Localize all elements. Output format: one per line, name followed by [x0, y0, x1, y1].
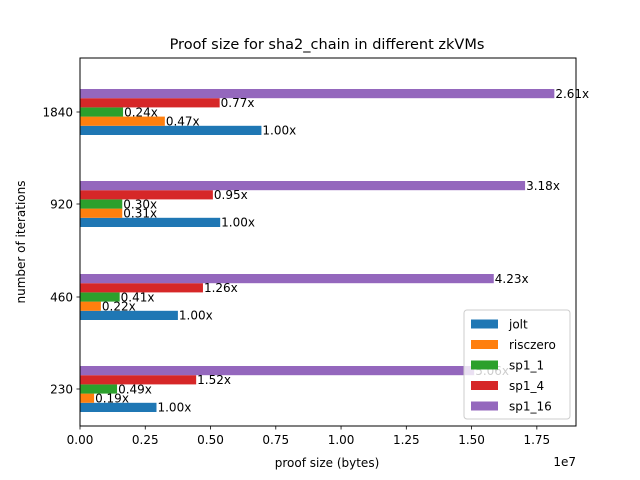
bar-sp1_4-460: [80, 283, 203, 293]
y-tick-label: 920: [50, 197, 73, 211]
legend-swatch-jolt: [471, 319, 498, 329]
y-axis-ticks: 230 460 920 1840: [42, 105, 80, 396]
x-tick-label: 0.00: [67, 433, 94, 447]
bar-sp1_16-1840: [80, 89, 555, 99]
x-tick-label: 1.75: [523, 433, 550, 447]
chart-title: Proof size for sha2_chain in different z…: [170, 37, 485, 53]
legend-swatch-sp1_16: [471, 401, 498, 411]
bar-label-risczero-920: 0.31x: [123, 207, 157, 221]
bar-risczero-920: [80, 208, 123, 218]
bar-sp1_1-1840: [80, 107, 124, 117]
bar-label-sp1_4-460: 1.26x: [204, 281, 238, 295]
legend-label-sp1_1: sp1_1: [509, 358, 544, 372]
bar-label-jolt-920: 1.00x: [221, 216, 255, 230]
bar-label-risczero-230: 0.19x: [95, 392, 129, 406]
plot-frame: [79, 57, 577, 427]
x-tick-label: 1.00: [328, 433, 355, 447]
bar-label-sp1_16-460: 4.23x: [495, 272, 529, 286]
legend-swatch-sp1_4: [471, 381, 498, 390]
bar-jolt-1840: [80, 125, 262, 135]
bar-label-jolt-460: 1.00x: [179, 309, 213, 323]
bar-label-jolt-230: 1.00x: [157, 401, 191, 415]
bar-label-sp1_1-460: 0.41x: [121, 290, 155, 304]
bar-risczero-460: [80, 301, 101, 311]
x-axis-label: proof size (bytes): [275, 456, 380, 470]
x-axis-offset-label: 1e7: [553, 455, 576, 469]
bar-label-sp1_1-230: 0.49x: [118, 382, 152, 396]
legend-label-sp1_4: sp1_4: [509, 379, 544, 393]
bars-group: [80, 89, 555, 412]
y-tick-label: 230: [50, 382, 73, 396]
x-tick-label: 0.75: [262, 433, 289, 447]
x-tick-label: 1.25: [393, 433, 420, 447]
bar-sp1_16-230: [80, 366, 475, 376]
y-axis-label: number of iterations: [14, 181, 28, 304]
bar-jolt-920: [80, 217, 221, 227]
bar-label-sp1_16-1840: 2.61x: [555, 87, 589, 101]
bar-sp1_4-230: [80, 375, 197, 385]
bar-sp1_16-920: [80, 181, 526, 191]
bar-label-sp1_4-1840: 0.77x: [221, 96, 255, 110]
x-tick-label: 1.50: [458, 433, 485, 447]
legend-label-risczero: risczero: [509, 338, 556, 352]
bar-sp1_4-1840: [80, 98, 220, 108]
bar-sp1_16-460: [80, 274, 494, 284]
bar-sp1_1-920: [80, 199, 123, 209]
x-tick-label: 0.25: [132, 433, 159, 447]
bar-sp1_1-230: [80, 384, 118, 394]
bar-label-sp1_1-1840: 0.24x: [124, 105, 158, 119]
bar-risczero-1840: [80, 116, 165, 126]
bar-jolt-230: [80, 402, 157, 412]
y-tick-label: 1840: [42, 105, 73, 119]
bar-label-sp1_16-920: 3.18x: [526, 179, 560, 193]
bar-jolt-460: [80, 310, 178, 320]
legend-label-jolt: jolt: [508, 317, 528, 331]
y-tick-label: 460: [50, 290, 73, 304]
bar-risczero-230: [80, 393, 95, 403]
legend-swatch-sp1_1: [471, 360, 498, 370]
x-axis-ticks: 0.00 0.25 0.50 0.75 1.00 1.25 1.50 1.75: [67, 426, 550, 447]
legend-swatch-risczero: [471, 340, 498, 349]
legend-label-sp1_16: sp1_16: [509, 399, 552, 413]
bar-label-risczero-1840: 0.47x: [166, 115, 200, 129]
bar-label-sp1_4-230: 1.52x: [197, 373, 231, 387]
bar-label-sp1_4-920: 0.95x: [214, 188, 248, 202]
bar-label-sp1_1-920: 0.30x: [123, 197, 157, 211]
legend: jolt risczero sp1_1 sp1_4 sp1_16: [463, 309, 571, 420]
x-tick-label: 0.50: [197, 433, 224, 447]
bar-sp1_4-920: [80, 190, 213, 200]
bar-label-risczero-460: 0.22x: [102, 300, 136, 314]
bar-label-jolt-1840: 1.00x: [262, 124, 296, 138]
bar-sp1_1-460: [80, 292, 120, 302]
legend-box: [463, 309, 571, 420]
